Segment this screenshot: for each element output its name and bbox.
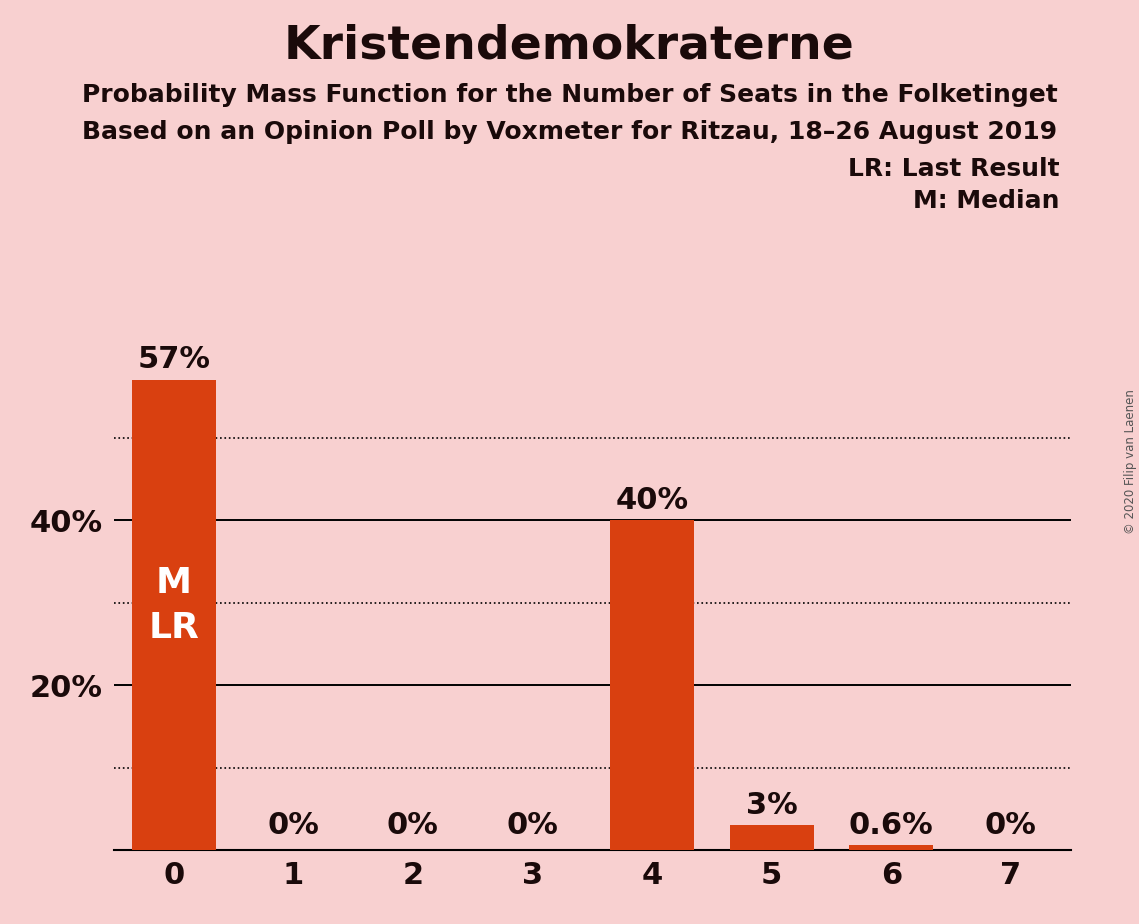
Text: 3%: 3%	[746, 791, 797, 820]
Bar	[850, 845, 933, 850]
Bar	[730, 825, 813, 850]
Text: 0.6%: 0.6%	[849, 811, 934, 840]
Text: Kristendemokraterne: Kristendemokraterne	[284, 23, 855, 68]
Text: 0%: 0%	[985, 811, 1036, 840]
Text: Based on an Opinion Poll by Voxmeter for Ritzau, 18–26 August 2019: Based on an Opinion Poll by Voxmeter for…	[82, 120, 1057, 144]
Text: © 2020 Filip van Laenen: © 2020 Filip van Laenen	[1124, 390, 1137, 534]
Text: M
LR: M LR	[148, 566, 199, 645]
Text: 57%: 57%	[137, 346, 211, 374]
Bar	[611, 520, 694, 850]
Text: 0%: 0%	[387, 811, 439, 840]
Text: 0%: 0%	[268, 811, 319, 840]
Text: 40%: 40%	[615, 485, 689, 515]
Text: LR: Last Result: LR: Last Result	[847, 157, 1059, 181]
Bar	[132, 380, 215, 850]
Text: 0%: 0%	[507, 811, 558, 840]
Text: M: Median: M: Median	[912, 189, 1059, 213]
Text: Probability Mass Function for the Number of Seats in the Folketinget: Probability Mass Function for the Number…	[82, 83, 1057, 107]
